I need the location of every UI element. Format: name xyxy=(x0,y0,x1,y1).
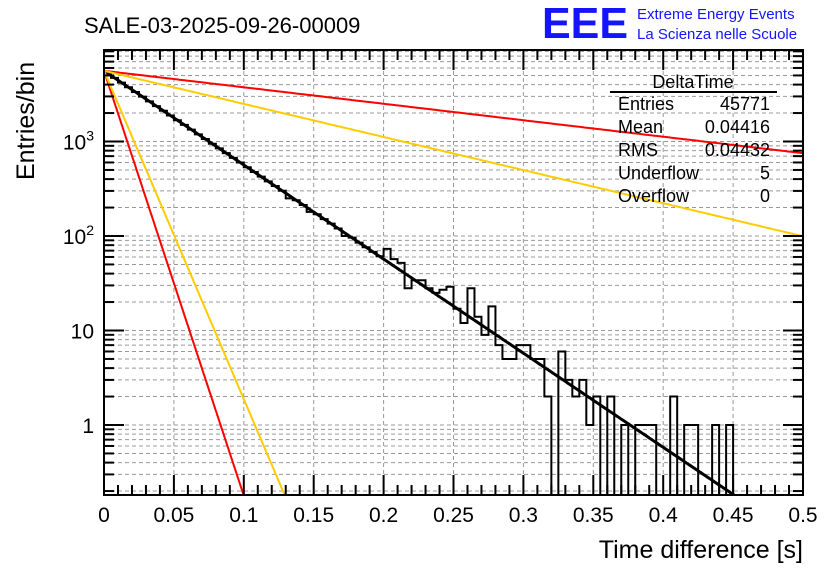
x-tick-label: 0.25 xyxy=(433,504,474,527)
y-axis-label: Entries/bin xyxy=(12,62,40,180)
x-tick-label: 0.4 xyxy=(649,504,679,527)
stats-label-overflow: Overflow xyxy=(618,186,690,206)
histogram-bin xyxy=(579,380,586,495)
stats-value-mean: 0.04416 xyxy=(705,117,770,137)
histogram-bin xyxy=(111,78,118,495)
y-tick-labels: 1 10 102 103 xyxy=(63,128,94,439)
histogram-bin xyxy=(307,212,314,495)
histogram-bin xyxy=(188,130,195,495)
fit-curves xyxy=(104,69,803,495)
histogram-bin xyxy=(146,101,153,495)
x-tick-label: 0.2 xyxy=(369,504,398,527)
stats-label-underflow: Underflow xyxy=(618,163,700,183)
y-tick-label: 103 xyxy=(63,128,94,155)
y-tick-label: 10 xyxy=(71,321,94,344)
histogram-bin xyxy=(391,259,398,495)
red-shallow-curve xyxy=(104,69,803,155)
stats-rows: Entries 45771 Mean 0.04416 RMS 0.04432Underfl… xyxy=(618,94,770,206)
histogram-bin xyxy=(426,288,433,495)
histogram-bin xyxy=(621,425,628,495)
stats-box: DeltaTime Entries 45771 Mean 0.04416 RMS 0.04… xyxy=(610,72,777,206)
stats-label-rms: RMS xyxy=(618,140,658,160)
x-axis-label: Time difference [s] xyxy=(599,536,803,564)
histogram-bin xyxy=(167,116,174,495)
stats-label-entries: Entries xyxy=(618,94,674,114)
histogram-bin xyxy=(104,73,111,495)
histogram-bin xyxy=(356,243,363,495)
histogram-bin xyxy=(454,309,461,495)
histogram-bin xyxy=(377,256,384,495)
yellow-shallow-curve xyxy=(104,69,803,238)
histogram-bin xyxy=(153,106,160,495)
grid xyxy=(104,50,803,495)
histogram-bin xyxy=(398,263,405,495)
x-tick-label: 0.05 xyxy=(153,504,194,527)
eee-logo: EEE Extreme Energy Events La Scienza nel… xyxy=(542,0,797,48)
stats-value-underflow: 5 xyxy=(760,163,770,183)
histogram-bin xyxy=(558,351,565,495)
chart-title: SALE-03-2025-09-26-00009 xyxy=(84,13,360,38)
yellow-steep-curve xyxy=(104,70,286,495)
histogram-bin xyxy=(335,229,342,495)
stats-value-overflow: 0 xyxy=(760,186,770,206)
histogram-bin xyxy=(237,163,244,495)
x-tick-label: 0.45 xyxy=(713,504,754,527)
histogram-bin xyxy=(272,186,279,495)
histogram-bin xyxy=(474,317,481,495)
x-tick-label: 0.3 xyxy=(509,504,538,527)
y-tick-label: 102 xyxy=(63,222,94,249)
x-tick-label: 0.35 xyxy=(573,504,614,527)
histogram-bin xyxy=(300,205,307,495)
histogram-bin xyxy=(174,120,181,495)
x-tick-label: 0.1 xyxy=(229,504,258,527)
histogram-bin xyxy=(230,158,237,495)
histogram-bin xyxy=(370,252,377,495)
histogram-bin xyxy=(447,287,454,495)
x-tick-label: 0.5 xyxy=(788,504,817,527)
logo-line1: Extreme Energy Events xyxy=(637,6,795,23)
x-tick-label: 0.15 xyxy=(293,504,334,527)
histogram-bin xyxy=(405,288,412,495)
histogram-bin xyxy=(433,293,440,495)
histogram-bin xyxy=(635,425,642,495)
histogram-bin xyxy=(314,214,321,495)
stats-value-entries: 45771 xyxy=(720,94,770,114)
histogram-bin xyxy=(586,425,593,495)
stats-title: DeltaTime xyxy=(652,72,733,92)
stats-label-mean: Mean xyxy=(618,117,663,137)
axes xyxy=(103,49,804,496)
histogram-bin xyxy=(216,148,223,495)
y-tick-label: 1 xyxy=(82,415,94,438)
x-tick-label: 0 xyxy=(98,504,110,527)
logo-line2: La Scienza nelle Scuole xyxy=(637,26,797,43)
histogram-bin xyxy=(293,200,300,495)
logo-mark: EEE xyxy=(542,0,628,48)
red-steep-curve xyxy=(104,70,245,495)
histogram-bin xyxy=(265,181,272,495)
x-tick-labels: 0 0.05 0.1 0.15 0.2 0.25 0.3 0.35 0.4 0.45 0.5 xyxy=(98,504,817,527)
histogram-bin xyxy=(684,425,691,495)
histogram-bin xyxy=(726,425,733,495)
exponential-fit-curve xyxy=(104,69,737,495)
histogram-bin xyxy=(286,198,293,495)
histogram-bin xyxy=(251,172,258,495)
histogram-bin xyxy=(342,236,349,495)
histogram-bin xyxy=(440,290,447,495)
histogram-bin xyxy=(691,425,698,495)
histogram-bin xyxy=(565,380,572,495)
histogram-bin xyxy=(460,323,467,495)
histogram-bin xyxy=(195,134,202,495)
histogram-bin xyxy=(349,238,356,495)
histogram-bin xyxy=(363,247,370,495)
histogram-bin xyxy=(649,425,656,495)
stats-value-rms: 0.04432 xyxy=(705,140,770,160)
plot-frame xyxy=(103,49,804,496)
histogram-bin xyxy=(160,111,167,495)
histogram-bin xyxy=(118,83,125,495)
